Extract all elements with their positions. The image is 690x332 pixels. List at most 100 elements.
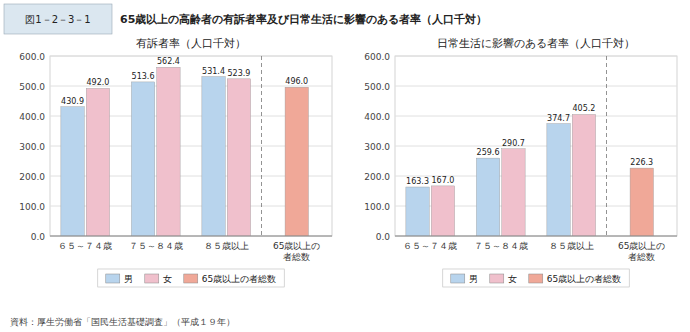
y-tick-label: 600.0 (19, 52, 45, 62)
grid-line (395, 116, 677, 117)
grid-line (50, 236, 332, 237)
y-axis: 0.0 100.0 200.0 300.0 400.0 500.0 600.0 (364, 52, 677, 242)
grid-line (395, 56, 677, 57)
data-label: 226.3 (630, 158, 653, 167)
data-label: 496.0 (285, 77, 308, 86)
y-tick-label: 500.0 (364, 82, 390, 92)
y-tick-label: 0.0 (376, 232, 391, 242)
bar (202, 77, 225, 236)
legend-swatch (529, 274, 543, 283)
x-tick-label: 65歳以上の者総数 (273, 241, 320, 262)
legend: 男 女 65歳以上の者総数 (443, 269, 629, 287)
bar (86, 88, 109, 236)
chart-title: 日常生活に影響のある者率（人口千対） (437, 37, 635, 49)
x-tick-label-line: ６５～７４歳 (403, 241, 457, 251)
chart: 日常生活に影響のある者率（人口千対） 0.0 100.0 200.0 300.0 400.… (364, 37, 677, 287)
y-tick-label: 100.0 (364, 202, 390, 212)
bar (61, 107, 84, 236)
legend-label: 女 (163, 274, 172, 284)
bars (406, 114, 654, 236)
source-note: 資料：厚生労働省「国民生活基礎調査」（平成１９年） (10, 317, 235, 327)
data-label: 163.3 (406, 177, 429, 186)
bar (157, 67, 180, 236)
figure-title: 65歳以上の高齢者の有訴者率及び日常生活に影響のある者率（人口千対） (120, 13, 487, 26)
x-axis: ６５～７４歳 ７５～８４歳 ８５歳以上 65歳以上の者総数 (50, 236, 332, 262)
bar (431, 186, 454, 236)
data-labels: 163.3167.0 259.6290.7 374.7405.2 226.3 (406, 104, 653, 186)
y-tick-label: 300.0 (19, 142, 45, 152)
x-tick-label: 65歳以上の者総数 (618, 241, 665, 262)
bar (476, 158, 499, 236)
x-tick-label: ７５～８４歳 (474, 241, 528, 251)
bar (131, 82, 154, 236)
group-separator (606, 56, 607, 236)
bar (502, 149, 525, 236)
grid-line (50, 56, 332, 57)
data-labels: 430.9492.0513.6562.4531.4523.9496.0 (61, 57, 308, 105)
y-tick-label: 600.0 (364, 52, 390, 62)
figure-label: 図1－2－3－1 (4, 4, 112, 34)
y-tick-label: 200.0 (19, 172, 45, 182)
plot-area (50, 56, 332, 236)
legend-label: 男 (469, 274, 478, 284)
x-tick-label-line: 65歳以上の (618, 241, 665, 251)
data-label: 513.6 (132, 72, 155, 81)
data-label: 374.7 (547, 114, 570, 123)
chart-root: 図1－2－3－1 65歳以上の高齢者の有訴者率及び日常生活に影響のある者率（人口千… (0, 0, 690, 332)
x-tick-label-line: 者総数 (283, 252, 310, 262)
x-tick-label-line: 65歳以上の (273, 241, 320, 251)
x-tick-label: ８５歳以上 (204, 241, 249, 251)
x-tick-label: ８５歳以上 (549, 241, 594, 251)
bar (630, 168, 653, 236)
y-tick-label: 400.0 (19, 112, 45, 122)
legend-swatch (490, 274, 504, 283)
data-label: 167.0 (431, 176, 454, 185)
legend-label: 65歳以上の者総数 (547, 274, 621, 284)
figure-label-text: 図1－2－3－1 (25, 14, 90, 25)
legend-box (98, 269, 284, 287)
legend: 男 女 65歳以上の者総数 (98, 269, 284, 287)
x-tick-label-line: ７５～８４歳 (474, 241, 528, 251)
x-tick-label-line: ６５～７４歳 (58, 241, 112, 251)
bar (572, 114, 595, 236)
y-tick-label: 100.0 (19, 202, 45, 212)
legend-swatch (145, 274, 159, 283)
chart-title: 有訴者率（人口千対） (136, 37, 246, 49)
x-tick-label: ６５～７４歳 (58, 241, 112, 251)
bar (406, 187, 429, 236)
legend-label: 女 (508, 274, 517, 284)
legend-label: 男 (124, 274, 133, 284)
x-tick-label-line: ８５歳以上 (204, 241, 249, 251)
group-separator (261, 56, 262, 236)
data-label: 259.6 (477, 148, 500, 157)
x-tick-label: ７５～８４歳 (129, 241, 183, 251)
grid-line (395, 146, 677, 147)
legend-label: 65歳以上の者総数 (202, 274, 276, 284)
bar (547, 124, 570, 236)
y-tick-label: 300.0 (364, 142, 390, 152)
x-tick-label-line: ８５歳以上 (549, 241, 594, 251)
data-label: 523.9 (227, 69, 250, 78)
data-label: 492.0 (86, 78, 109, 87)
bar (285, 87, 308, 236)
legend-swatch (451, 274, 465, 283)
figure-label-box (4, 4, 112, 34)
chart: 有訴者率（人口千対）0.0100.0200.0300.0400.0500.060… (19, 37, 332, 287)
data-label: 531.4 (202, 67, 225, 76)
y-tick-label: 200.0 (364, 172, 390, 182)
legend-swatch (106, 274, 120, 283)
bars (61, 67, 309, 236)
legend-swatch (184, 274, 198, 283)
data-label: 405.2 (572, 104, 595, 113)
grid-line (395, 86, 677, 87)
y-axis: 0.0100.0200.0300.0400.0500.0600.0 (19, 52, 332, 242)
data-label: 430.9 (61, 97, 84, 106)
data-label: 290.7 (502, 139, 525, 148)
x-axis-line (395, 236, 677, 237)
x-tick-label-line: 者総数 (628, 252, 655, 262)
x-axis: ６５～７４歳 ７５～８４歳 ８５歳以上 65歳以上の者総数 (395, 236, 677, 262)
y-tick-label: 0.0 (31, 232, 46, 242)
bar (227, 79, 250, 236)
y-tick-label: 400.0 (364, 112, 390, 122)
x-tick-label: ６５～７４歳 (403, 241, 457, 251)
